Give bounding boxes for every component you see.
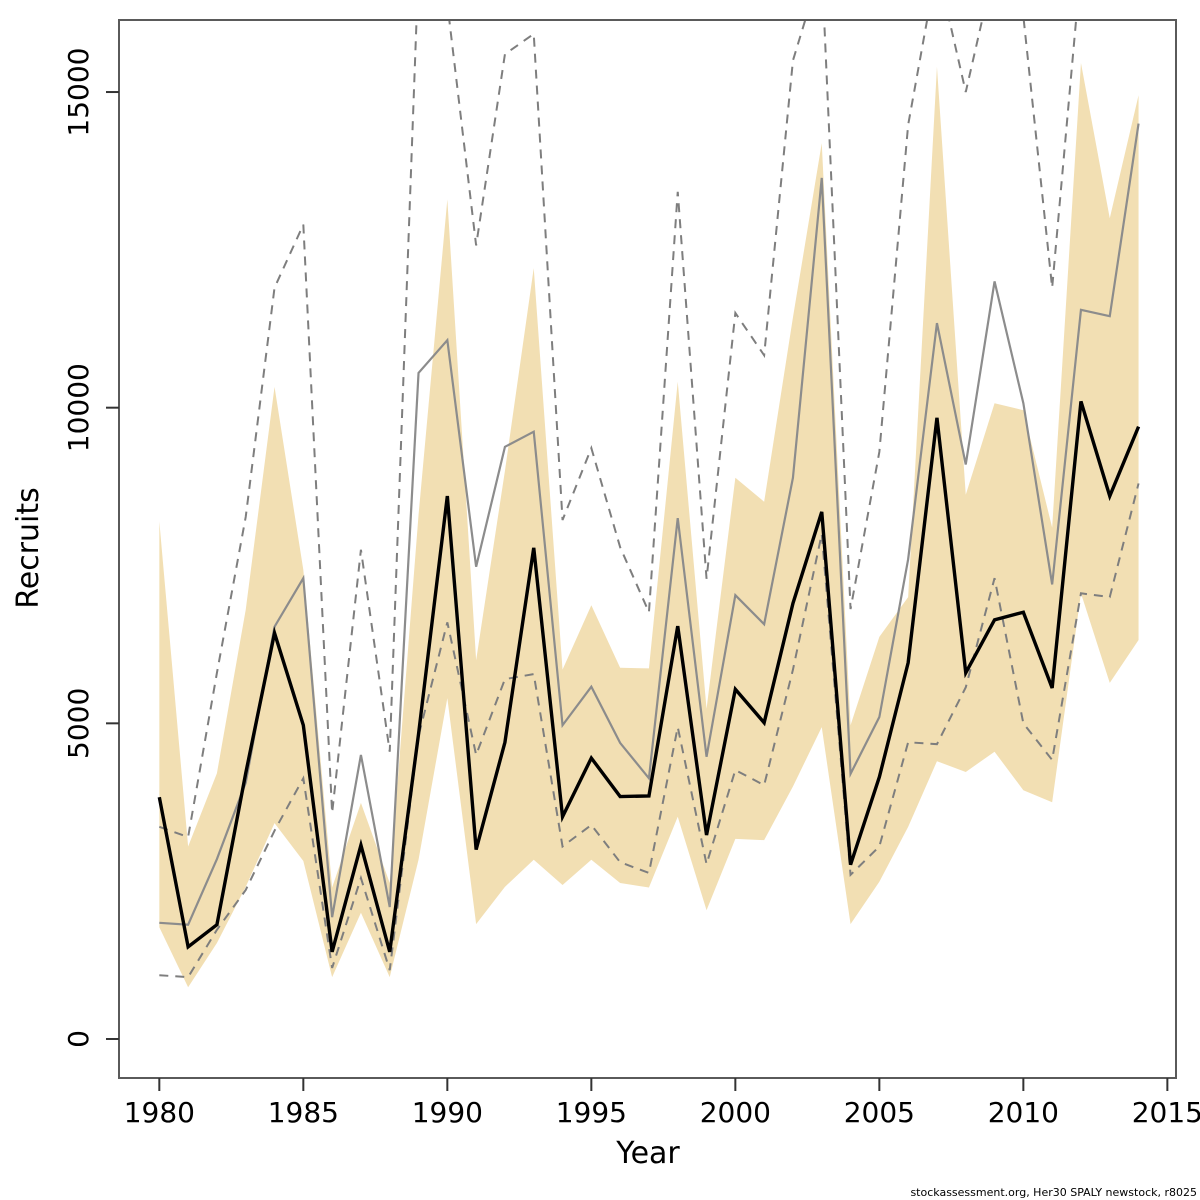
x-tick-label: 1985 <box>268 1096 339 1129</box>
x-tick-label: 2015 <box>1132 1096 1200 1129</box>
x-tick-label: 1990 <box>412 1096 483 1129</box>
x-tick-label: 1995 <box>556 1096 627 1129</box>
x-tick-label: 2000 <box>700 1096 771 1129</box>
new-assessment-ci-band <box>159 62 1139 988</box>
x-tick-label: 2005 <box>844 1096 915 1129</box>
x-tick-label: 1980 <box>124 1096 195 1129</box>
y-tick-label: 0 <box>62 1030 95 1048</box>
y-tick-label: 5000 <box>62 688 95 759</box>
plot-area <box>157 20 1141 988</box>
old-assessment-median <box>159 123 1140 926</box>
y-tick-label: 15000 <box>62 47 95 136</box>
new-assessment-median <box>157 400 1141 953</box>
old-assessment-upper-ci <box>158 20 1078 839</box>
old-assessment-lower-ci <box>159 483 1140 979</box>
y-tick-label: 10000 <box>62 363 95 452</box>
plot-border <box>118 19 1177 1079</box>
x-tick-label: 2010 <box>988 1096 1059 1129</box>
